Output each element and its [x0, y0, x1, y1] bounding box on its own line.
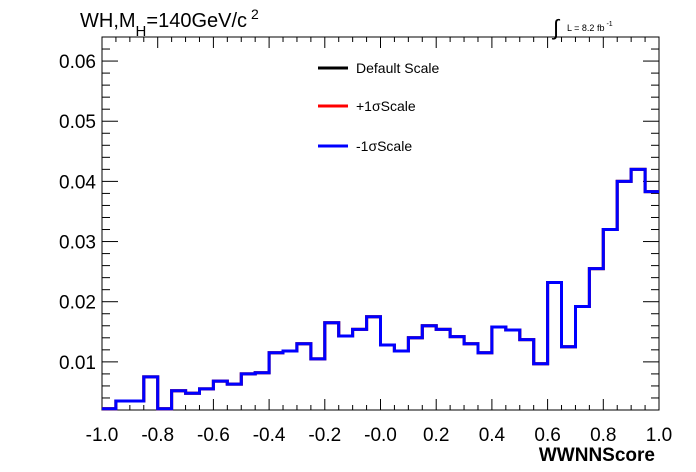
x-tick-label: -0.8	[141, 425, 174, 446]
chart-title-rest: =140GeV/c	[146, 10, 247, 32]
y-tick-label: 0.06	[59, 52, 96, 73]
legend-label-minus1sigma: -1σScale	[356, 138, 412, 154]
legend-label-plus1sigma: +1σScale	[356, 98, 416, 114]
lumi-text: L = 8.2 fb	[567, 23, 604, 33]
x-tick-label: 0.8	[590, 425, 616, 446]
y-tick-label: 0.02	[59, 293, 96, 314]
x-tick-label: -0.0	[364, 425, 397, 446]
chart-title: WH,MH=140GeV/c 2	[80, 6, 259, 40]
x-tick-label: 0.6	[534, 425, 560, 446]
series-default-scale-line	[102, 167, 659, 411]
x-axis: -1.0 -0.8 -0.6 -0.4 -0.2 -0.0 0.2 0.4 0.6 0.8 1.0	[86, 37, 672, 446]
x-tick-label: -0.4	[253, 425, 286, 446]
y-tick-label: 0.03	[59, 233, 96, 254]
y-tick-label: 0.01	[59, 353, 96, 374]
y-tick-label: 0.05	[59, 112, 96, 133]
chart-title-main: WH,M	[80, 10, 136, 32]
histogram-series	[102, 167, 659, 411]
y-axis: 0.01 0.02 0.03 0.04 0.05 0.06	[59, 36, 659, 411]
x-tick-label: 1.0	[646, 425, 672, 446]
lumi-superscript: -1	[606, 21, 612, 28]
x-tick-label: -0.2	[308, 425, 341, 446]
chart-title-superscript: 2	[251, 6, 259, 22]
y-tick-label: 0.04	[59, 172, 96, 193]
lumi-label: L = 8.2 fb -1	[567, 21, 613, 33]
chart-title-subscript: H	[136, 23, 147, 40]
x-tick-label: -0.6	[197, 425, 230, 446]
x-tick-label: -1.0	[86, 425, 119, 446]
lumi-integral: ∫	[551, 15, 561, 40]
series-minus1sigma-line	[102, 167, 659, 411]
plot-frame	[101, 36, 660, 411]
legend-label-default: Default Scale	[356, 60, 439, 76]
x-tick-label: 0.2	[423, 425, 449, 446]
legend: Default Scale +1σScale -1σScale	[318, 60, 439, 154]
x-tick-label: 0.4	[479, 425, 506, 446]
x-axis-title: WWNNScore	[539, 445, 655, 466]
series-plus1sigma-line	[102, 167, 659, 411]
